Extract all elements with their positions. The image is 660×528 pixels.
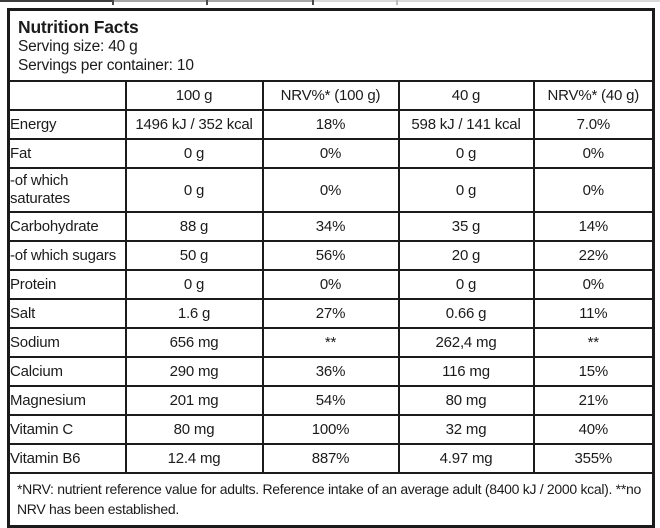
crop-artifact-segment [313, 0, 660, 2]
column-header-nrv-100g: NRV%* (100 g) [261, 80, 400, 111]
nutrient-name: Vitamin C [7, 414, 127, 445]
column-header-nrv-40g: NRV%* (40 g) [532, 80, 655, 111]
nutrient-name: Sodium [7, 327, 127, 358]
value-40g: 262,4 mg [397, 327, 535, 358]
nutrition-label: Nutrition Facts Serving size: 40 g Servi… [7, 8, 656, 528]
value-40g: 20 g [397, 240, 535, 271]
nrv-100g: 36% [261, 356, 400, 387]
nrv-40g: 0% [532, 138, 655, 169]
value-40g: 0 g [397, 269, 535, 300]
nrv-40g: 40% [532, 414, 655, 445]
value-40g: 32 mg [397, 414, 535, 445]
nrv-40g: 11% [532, 298, 655, 329]
value-100g: 80 mg [124, 414, 264, 445]
value-100g: 0 g [124, 269, 264, 300]
table-row-carbohydrate: Carbohydrate 88 g 34% 35 g 14% [7, 211, 655, 242]
crop-artifact-segment [0, 0, 113, 2]
value-100g: 1496 kJ / 352 kcal [124, 109, 264, 140]
label-header-cell: Nutrition Facts Serving size: 40 g Servi… [7, 8, 655, 82]
table-row-salt: Salt 1.6 g 27% 0.66 g 11% [7, 298, 655, 329]
servings-per-container-text: Servings per container: 10 [18, 57, 194, 74]
value-100g: 201 mg [124, 385, 264, 416]
column-header-100g: 100 g [124, 80, 264, 111]
nrv-100g: 27% [261, 298, 400, 329]
table-row-protein: Protein 0 g 0% 0 g 0% [7, 269, 655, 300]
table-row-energy: Energy 1496 kJ / 352 kcal 18% 598 kJ / 1… [7, 109, 655, 140]
nutrition-table: Nutrition Facts Serving size: 40 g Servi… [7, 8, 656, 528]
nutrient-name: -of which saturates [7, 167, 127, 213]
nrv-40g: 7.0% [532, 109, 655, 140]
nrv-100g: 887% [261, 443, 400, 474]
nutrient-name: Protein [7, 269, 127, 300]
value-40g: 598 kJ / 141 kcal [397, 109, 535, 140]
value-40g: 0 g [397, 167, 535, 213]
nrv-100g: 100% [261, 414, 400, 445]
table-row-vitamin-b6: Vitamin B6 12.4 mg 887% 4.97 mg 355% [7, 443, 655, 474]
nrv-100g: 56% [261, 240, 400, 271]
nrv-40g: 15% [532, 356, 655, 387]
value-100g: 0 g [124, 138, 264, 169]
value-100g: 12.4 mg [124, 443, 264, 474]
nrv-100g: 0% [261, 167, 400, 213]
value-100g: 290 mg [124, 356, 264, 387]
nrv-40g: ** [532, 327, 655, 358]
nrv-40g: 21% [532, 385, 655, 416]
value-40g: 0.66 g [397, 298, 535, 329]
table-row-fat: Fat 0 g 0% 0 g 0% [7, 138, 655, 169]
value-100g: 0 g [124, 167, 264, 213]
crop-artifact-tick [206, 0, 208, 5]
value-100g: 88 g [124, 211, 264, 242]
table-row-saturates: -of which saturates 0 g 0% 0 g 0% [7, 167, 655, 213]
value-100g: 656 mg [124, 327, 264, 358]
value-40g: 4.97 mg [397, 443, 535, 474]
nutrient-name: -of which sugars [7, 240, 127, 271]
crop-artifact-tick [112, 0, 114, 5]
nutrient-name: Energy [7, 109, 127, 140]
nrv-100g: 18% [261, 109, 400, 140]
label-header-row: Nutrition Facts Serving size: 40 g Servi… [7, 8, 655, 82]
nutrient-name: Vitamin B6 [7, 443, 127, 474]
crop-artifact-line [0, 0, 660, 5]
crop-artifact-tick [396, 0, 398, 5]
value-100g: 1.6 g [124, 298, 264, 329]
footnote-text: *NRV: nutrient reference value for adult… [7, 472, 655, 528]
nrv-100g: 0% [261, 138, 400, 169]
footnote-row: *NRV: nutrient reference value for adult… [7, 472, 655, 528]
value-100g: 50 g [124, 240, 264, 271]
nutrient-name: Salt [7, 298, 127, 329]
crop-artifact-segment [113, 0, 313, 2]
nrv-40g: 22% [532, 240, 655, 271]
nutrient-name: Magnesium [7, 385, 127, 416]
table-row-calcium: Calcium 290 mg 36% 116 mg 15% [7, 356, 655, 387]
value-40g: 35 g [397, 211, 535, 242]
nutrition-facts-title: Nutrition Facts [18, 17, 139, 37]
nrv-100g: ** [261, 327, 400, 358]
nutrient-name: Calcium [7, 356, 127, 387]
table-row-magnesium: Magnesium 201 mg 54% 80 mg 21% [7, 385, 655, 416]
nutrient-name: Carbohydrate [7, 211, 127, 242]
nutrient-name: Fat [7, 138, 127, 169]
nrv-40g: 14% [532, 211, 655, 242]
value-40g: 0 g [397, 138, 535, 169]
table-row-sodium: Sodium 656 mg ** 262,4 mg ** [7, 327, 655, 358]
table-row-sugars: -of which sugars 50 g 56% 20 g 22% [7, 240, 655, 271]
column-header-row: 100 g NRV%* (100 g) 40 g NRV%* (40 g) [7, 80, 655, 111]
crop-artifact-tick [312, 0, 314, 5]
nrv-40g: 355% [532, 443, 655, 474]
column-header-empty [7, 80, 127, 111]
nrv-100g: 34% [261, 211, 400, 242]
value-40g: 116 mg [397, 356, 535, 387]
nrv-100g: 0% [261, 269, 400, 300]
column-header-40g: 40 g [397, 80, 535, 111]
value-40g: 80 mg [397, 385, 535, 416]
serving-size-text: Serving size: 40 g [18, 38, 138, 55]
nrv-100g: 54% [261, 385, 400, 416]
table-row-vitamin-c: Vitamin C 80 mg 100% 32 mg 40% [7, 414, 655, 445]
nrv-40g: 0% [532, 269, 655, 300]
nrv-40g: 0% [532, 167, 655, 213]
